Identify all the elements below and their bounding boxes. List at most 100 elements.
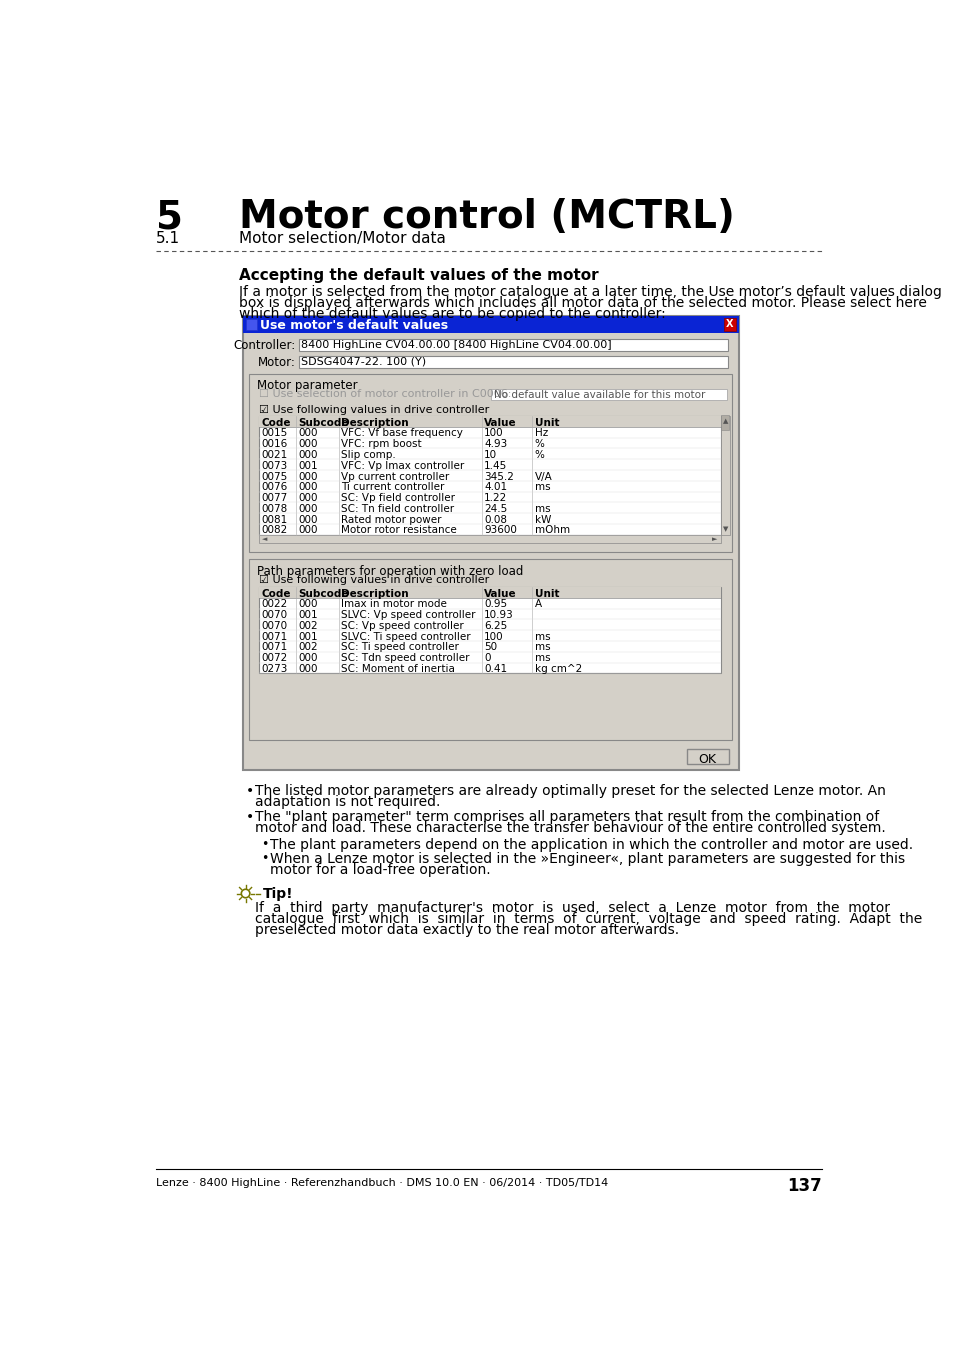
Text: Unit: Unit xyxy=(534,589,558,598)
Text: catalogue  first  which  is  similar  in  terms  of  current,  voltage  and  spe: catalogue first which is similar in term… xyxy=(254,913,922,926)
Bar xyxy=(258,416,720,535)
Text: VFC: Vp Imax controller: VFC: Vp Imax controller xyxy=(340,460,464,471)
Text: The listed motor parameters are already optimally preset for the selected Lenze : The listed motor parameters are already … xyxy=(254,784,884,798)
Text: 4.93: 4.93 xyxy=(484,439,507,450)
Text: Accepting the default values of the motor: Accepting the default values of the moto… xyxy=(239,269,598,284)
Text: SC: Ti speed controller: SC: Ti speed controller xyxy=(340,643,458,652)
Text: 0071: 0071 xyxy=(261,643,287,652)
Text: Motor parameter: Motor parameter xyxy=(257,379,357,391)
Text: OK: OK xyxy=(698,752,716,765)
Text: ms: ms xyxy=(534,653,550,663)
Text: Description: Description xyxy=(340,589,408,598)
Bar xyxy=(686,749,728,764)
Text: 0.41: 0.41 xyxy=(484,664,507,674)
Text: •: • xyxy=(245,784,253,798)
Text: Subcode: Subcode xyxy=(298,417,349,428)
Text: SC: Tn field controller: SC: Tn field controller xyxy=(340,504,454,514)
Text: 24.5: 24.5 xyxy=(484,504,507,514)
Text: Code: Code xyxy=(261,417,291,428)
Text: 0071: 0071 xyxy=(261,632,287,641)
Text: SLVC: Vp speed controller: SLVC: Vp speed controller xyxy=(340,610,475,620)
Text: ☑ Use following values in drive controller: ☑ Use following values in drive controll… xyxy=(258,405,489,414)
Text: Tip!: Tip! xyxy=(262,887,293,902)
Text: 002: 002 xyxy=(298,643,317,652)
Text: 0075: 0075 xyxy=(261,471,287,482)
Text: Hz: Hz xyxy=(534,428,547,439)
Text: VFC: rpm boost: VFC: rpm boost xyxy=(340,439,421,450)
Text: box is displayed afterwards which includes all motor data of the selected motor.: box is displayed afterwards which includ… xyxy=(239,296,926,310)
Text: 000: 000 xyxy=(298,664,317,674)
Text: 0070: 0070 xyxy=(261,610,287,620)
Text: SC: Tdn speed controller: SC: Tdn speed controller xyxy=(340,653,469,663)
Text: VFC: Vf base frequency: VFC: Vf base frequency xyxy=(340,428,462,439)
Text: mOhm: mOhm xyxy=(534,525,569,536)
Text: 000: 000 xyxy=(298,653,317,663)
Text: Use motor's default values: Use motor's default values xyxy=(260,319,448,332)
Text: 100: 100 xyxy=(484,428,503,439)
Text: Vp current controller: Vp current controller xyxy=(340,471,449,482)
Text: Value: Value xyxy=(484,589,517,598)
Bar xyxy=(258,587,720,598)
Text: 000: 000 xyxy=(298,450,317,460)
Text: 50: 50 xyxy=(484,643,497,652)
Text: No default value available for this motor: No default value available for this moto… xyxy=(493,390,704,400)
Text: •: • xyxy=(245,810,253,825)
Text: adaptation is not required.: adaptation is not required. xyxy=(254,795,439,809)
Text: 002: 002 xyxy=(298,621,317,630)
Text: Imax in motor mode: Imax in motor mode xyxy=(340,599,446,609)
Text: 6.25: 6.25 xyxy=(484,621,507,630)
Text: 4.01: 4.01 xyxy=(484,482,507,493)
Text: 0.08: 0.08 xyxy=(484,514,507,525)
Text: Controller:: Controller: xyxy=(233,339,295,352)
Text: Description: Description xyxy=(340,417,408,428)
Bar xyxy=(720,416,729,535)
Text: If  a  third  party  manufacturer's  motor  is  used,  select  a  Lenze  motor  : If a third party manufacturer's motor is… xyxy=(254,902,889,915)
Text: 0081: 0081 xyxy=(261,514,287,525)
Text: •: • xyxy=(261,852,268,865)
Bar xyxy=(723,319,736,331)
Bar xyxy=(720,414,728,429)
Text: A: A xyxy=(534,599,541,609)
Bar xyxy=(258,416,720,427)
Text: Subcode: Subcode xyxy=(298,589,349,598)
Text: V/A: V/A xyxy=(534,471,552,482)
Text: 000: 000 xyxy=(298,439,317,450)
Text: ms: ms xyxy=(534,482,550,493)
Text: SC: Vp speed controller: SC: Vp speed controller xyxy=(340,621,463,630)
Bar xyxy=(249,559,731,740)
Text: 345.2: 345.2 xyxy=(484,471,514,482)
Text: 0273: 0273 xyxy=(261,664,287,674)
Text: 000: 000 xyxy=(298,428,317,439)
Text: 1.45: 1.45 xyxy=(484,460,507,471)
Text: SC: Vp field controller: SC: Vp field controller xyxy=(340,493,455,504)
Text: %: % xyxy=(534,450,544,460)
Text: 001: 001 xyxy=(298,460,317,471)
Text: 000: 000 xyxy=(298,599,317,609)
Text: ►: ► xyxy=(712,536,717,543)
Bar xyxy=(298,339,728,351)
Text: Motor rotor resistance: Motor rotor resistance xyxy=(340,525,456,536)
Text: Slip comp.: Slip comp. xyxy=(340,450,395,460)
Text: 000: 000 xyxy=(298,493,317,504)
Text: 8400 HighLine CV04.00.00 [8400 HighLine CV04.00.00]: 8400 HighLine CV04.00.00 [8400 HighLine … xyxy=(301,340,612,350)
Text: ms: ms xyxy=(534,504,550,514)
Text: 10: 10 xyxy=(484,450,497,460)
Text: 0.95: 0.95 xyxy=(484,599,507,609)
Text: ms: ms xyxy=(534,643,550,652)
Text: ☑ Use following values in drive controller: ☑ Use following values in drive controll… xyxy=(258,575,489,585)
Text: X: X xyxy=(725,320,733,329)
Text: 0072: 0072 xyxy=(261,653,287,663)
Text: The "plant parameter" term comprises all parameters that result from the combina: The "plant parameter" term comprises all… xyxy=(254,810,879,825)
Text: ◄: ◄ xyxy=(261,536,267,543)
Text: ☐ Use selection of motor controller in C0006:: ☐ Use selection of motor controller in C… xyxy=(258,389,511,400)
Text: ▲: ▲ xyxy=(721,418,727,424)
Text: ms: ms xyxy=(534,632,550,641)
Bar xyxy=(246,319,257,329)
Text: 137: 137 xyxy=(786,1177,821,1195)
Text: 001: 001 xyxy=(298,632,317,641)
Text: preselected motor data exactly to the real motor afterwards.: preselected motor data exactly to the re… xyxy=(254,923,679,937)
Text: 000: 000 xyxy=(298,482,317,493)
Text: 0016: 0016 xyxy=(261,439,287,450)
Text: 5: 5 xyxy=(155,198,182,236)
Text: 0021: 0021 xyxy=(261,450,287,460)
